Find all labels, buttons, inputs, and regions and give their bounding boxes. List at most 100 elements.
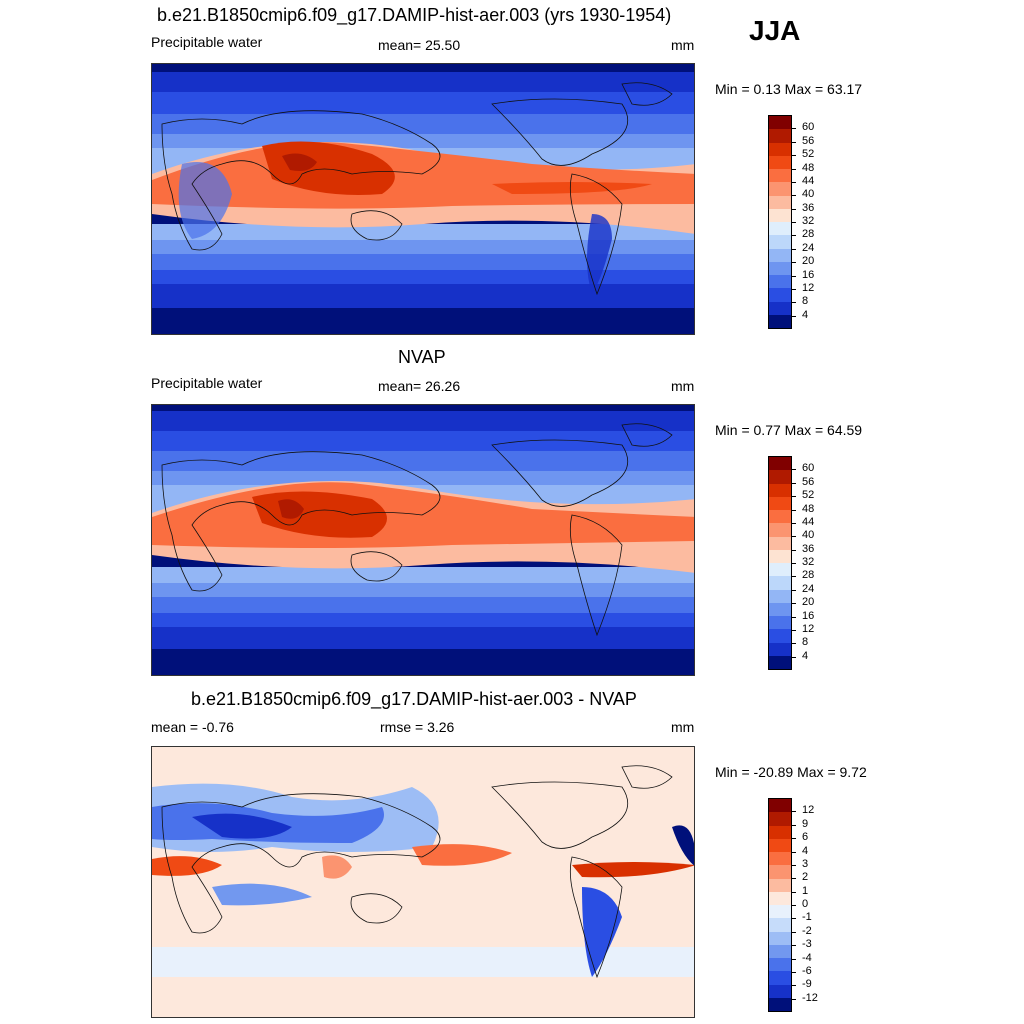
colorbar-tick-label: 48 bbox=[802, 502, 815, 515]
colorbar-swatch bbox=[769, 799, 791, 813]
colorbar-tick-mark bbox=[792, 891, 796, 893]
colorbar-tick-label: 3 bbox=[802, 857, 809, 870]
colorbar-tick-label: 20 bbox=[802, 255, 815, 268]
colorbar-tick-label: 56 bbox=[802, 475, 815, 488]
colorbar-tick-mark bbox=[792, 656, 796, 658]
colorbar-tick-label: 20 bbox=[802, 596, 815, 609]
colorbar-swatch bbox=[769, 208, 791, 222]
colorbar-swatch bbox=[769, 275, 791, 289]
colorbar-tick-label: 60 bbox=[802, 462, 815, 475]
panel-title-model: b.e21.B1850cmip6.f09_g17.DAMIP-hist-aer.… bbox=[157, 5, 672, 25]
colorbar-swatch bbox=[769, 971, 791, 985]
colorbar-tick-mark bbox=[792, 208, 796, 210]
colorbar-tick-mark bbox=[792, 469, 796, 471]
colorbar-swatch bbox=[769, 838, 791, 852]
colorbar-tick-label: 4 bbox=[802, 649, 809, 662]
panel-title-diff: b.e21.B1850cmip6.f09_g17.DAMIP-hist-aer.… bbox=[191, 689, 637, 709]
colorbar-tick-mark bbox=[792, 275, 796, 277]
colorbar-tick-mark bbox=[792, 181, 796, 183]
colorbar-swatch bbox=[769, 825, 791, 839]
colorbar-tick-mark bbox=[792, 931, 796, 933]
colorbar-tick-mark bbox=[792, 248, 796, 250]
colorbar-swatch bbox=[769, 288, 791, 302]
panel-mean-obs: mean= 26.26 bbox=[378, 378, 461, 394]
map-obs bbox=[151, 404, 695, 676]
colorbar-obs bbox=[768, 456, 792, 670]
colorbar-swatch bbox=[769, 510, 791, 524]
colorbar-tick-label: 40 bbox=[802, 529, 815, 542]
colorbar-tick-mark bbox=[792, 509, 796, 511]
panel-minmax-obs: Min = 0.77 Max = 64.59 bbox=[715, 422, 863, 438]
colorbar-swatch bbox=[769, 891, 791, 905]
colorbar-swatch bbox=[769, 142, 791, 156]
map-field-diff bbox=[152, 747, 694, 1017]
colorbar-tick-label: 36 bbox=[802, 201, 815, 214]
colorbar-tick-mark bbox=[792, 629, 796, 631]
colorbar-tick-label: -1 bbox=[802, 911, 812, 924]
colorbar-tick-label: -2 bbox=[802, 924, 812, 937]
colorbar-swatch bbox=[769, 563, 791, 577]
colorbar-tick-mark bbox=[792, 496, 796, 498]
colorbar-swatch bbox=[769, 457, 791, 471]
colorbar-swatch bbox=[769, 261, 791, 275]
colorbar-tick-label: 12 bbox=[802, 622, 815, 635]
colorbar-tick-label: 4 bbox=[802, 844, 809, 857]
colorbar-tick-mark bbox=[792, 262, 796, 264]
colorbar-tick-mark bbox=[792, 905, 796, 906]
colorbar-tick-mark bbox=[792, 195, 796, 197]
colorbar-tick-label: 48 bbox=[802, 161, 815, 174]
panel-minmax-model: Min = 0.13 Max = 63.17 bbox=[715, 81, 863, 97]
colorbar-tick-mark bbox=[792, 576, 796, 578]
colorbar-swatch bbox=[769, 616, 791, 630]
colorbar-swatch bbox=[769, 314, 791, 328]
colorbar-swatch bbox=[769, 248, 791, 262]
colorbar-tick-mark bbox=[792, 128, 796, 130]
colorbar-swatch bbox=[769, 235, 791, 249]
colorbar-swatch bbox=[769, 944, 791, 958]
colorbar-tick-label: 16 bbox=[802, 268, 815, 281]
colorbar-tick-mark bbox=[792, 589, 796, 591]
colorbar-swatch bbox=[769, 852, 791, 866]
panel-mean-diff: mean = -0.76 bbox=[151, 719, 234, 735]
colorbar-tick-mark bbox=[792, 811, 796, 813]
colorbar-tick-mark bbox=[792, 971, 796, 973]
colorbar-tick-label: 28 bbox=[802, 569, 815, 582]
colorbar-tick-label: 28 bbox=[802, 228, 815, 241]
colorbar-tick-label: 6 bbox=[802, 831, 809, 844]
colorbar-tick-mark bbox=[792, 643, 796, 645]
colorbar-tick-label: 52 bbox=[802, 489, 815, 502]
colorbar-tick-mark bbox=[792, 549, 796, 551]
colorbar-tick-mark bbox=[792, 998, 796, 1000]
colorbar-tick-mark bbox=[792, 235, 796, 237]
colorbar-tick-mark bbox=[792, 945, 796, 947]
colorbar-tick-label: -4 bbox=[802, 951, 812, 964]
colorbar-tick-label: 12 bbox=[802, 281, 815, 294]
colorbar-tick-label: 24 bbox=[802, 241, 815, 254]
colorbar-swatch bbox=[769, 549, 791, 563]
colorbar-swatch bbox=[769, 629, 791, 643]
colorbar-tick-mark bbox=[792, 958, 796, 960]
panel-left-label-model: Precipitable water bbox=[151, 34, 263, 50]
colorbar-swatch bbox=[769, 483, 791, 497]
colorbar-tick-label: 44 bbox=[802, 515, 815, 528]
colorbar-tick-label: 32 bbox=[802, 556, 815, 568]
map-diff bbox=[151, 746, 695, 1018]
panel-units-obs: mm bbox=[671, 378, 695, 394]
colorbar-swatch bbox=[769, 301, 791, 315]
colorbar-model bbox=[768, 115, 792, 329]
colorbar-tick-label: 0 bbox=[802, 898, 809, 910]
colorbar-swatch bbox=[769, 195, 791, 209]
colorbar-swatch bbox=[769, 182, 791, 196]
colorbar-tick-label: 12 bbox=[802, 804, 815, 817]
colorbar-swatch bbox=[769, 589, 791, 603]
colorbar-tick-mark bbox=[792, 864, 796, 866]
colorbar-tick-mark bbox=[792, 563, 796, 564]
colorbar-tick-mark bbox=[792, 302, 796, 304]
colorbar-swatch bbox=[769, 576, 791, 590]
colorbar-tick-label: 56 bbox=[802, 134, 815, 147]
colorbar-tick-label: 1 bbox=[802, 884, 809, 897]
colorbar-swatch bbox=[769, 905, 791, 919]
colorbar-swatch bbox=[769, 523, 791, 537]
colorbar-swatch bbox=[769, 129, 791, 143]
colorbar-tick-label: 4 bbox=[802, 308, 809, 321]
